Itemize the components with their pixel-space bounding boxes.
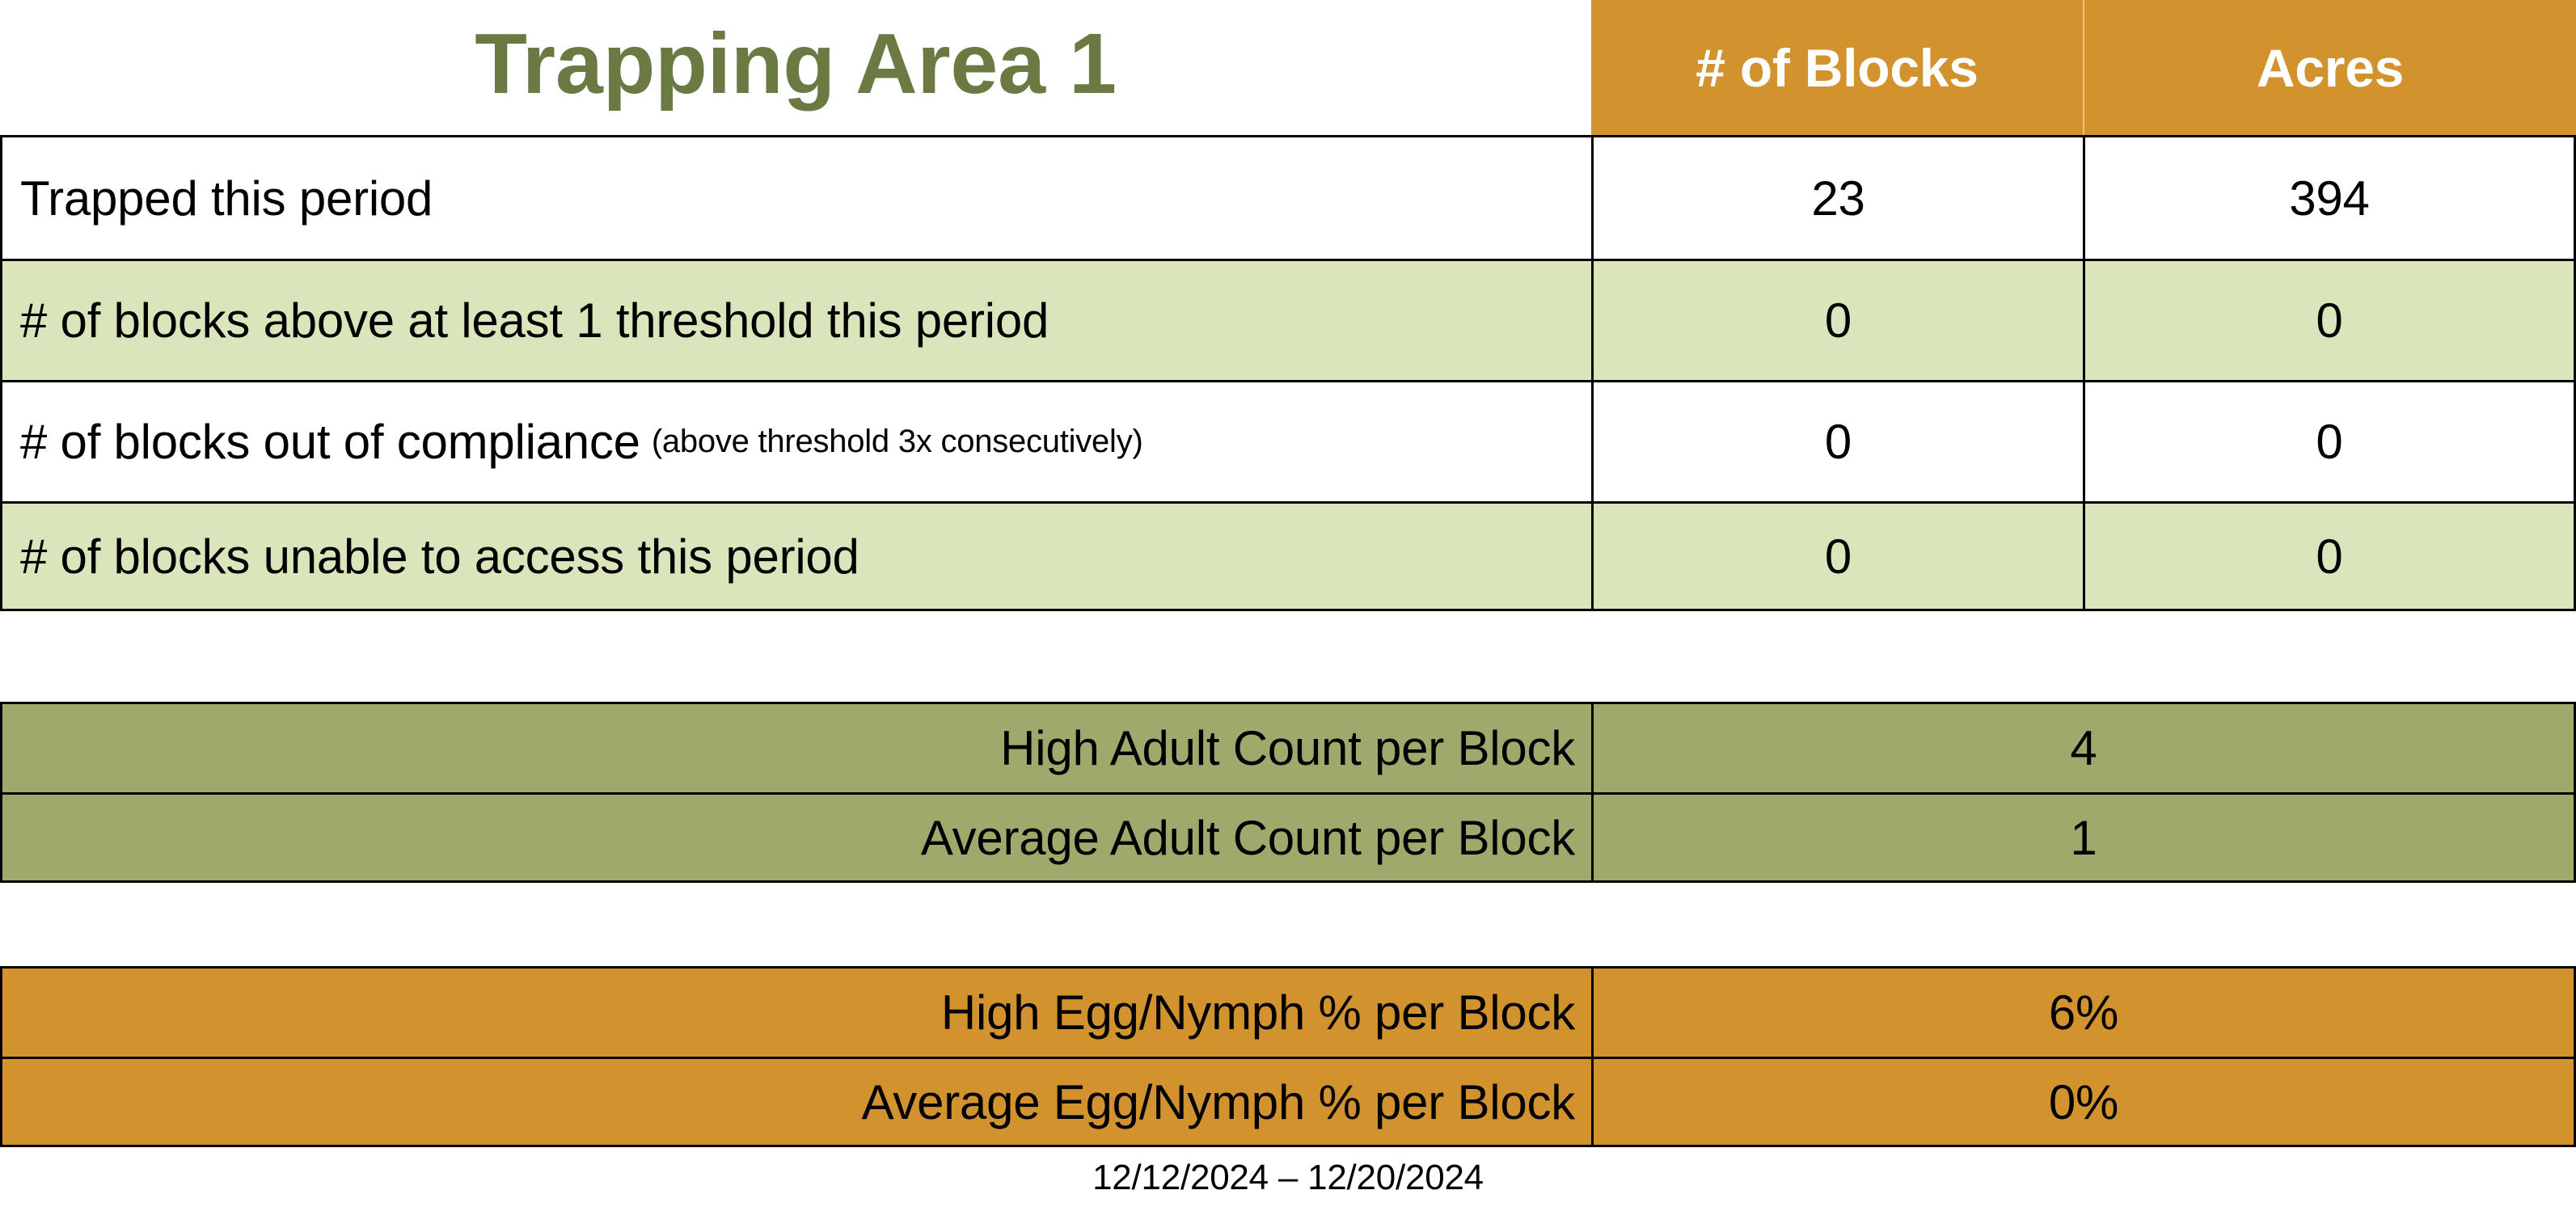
stat-label: Average Egg/Nymph % per Block [861,1074,1576,1129]
table-row: Trapped this period 23 394 [2,137,2574,259]
cell-acres-value: 0 [2083,261,2574,380]
table-row: Average Adult Count per Block 1 [2,792,2574,880]
table-row: # of blocks above at least 1 threshold t… [2,259,2574,380]
cell-blocks-value: 0 [1591,261,2083,380]
spacer [0,883,2576,966]
date-range: 12/12/2024 – 12/20/2024 [1092,1157,1484,1197]
adult-count-table: High Adult Count per Block 4 Average Adu… [0,702,2576,883]
stat-label: Average Adult Count per Block [920,810,1575,865]
stat-value: 6% [1591,969,2574,1057]
cell-blocks-value: 0 [1591,382,2083,501]
cell-acres-value: 0 [2083,382,2574,501]
stat-value: 0% [1591,1059,2574,1145]
report-title: Trapping Area 1 [475,16,1117,112]
table-row: # of blocks out of compliance (above thr… [2,380,2574,501]
cell-blocks-value: 0 [1591,504,2083,609]
row-label: Trapped this period [20,171,433,226]
title-cell: Trapping Area 1 [0,0,1591,135]
stat-value: 1 [1591,795,2574,880]
column-header-blocks: # of Blocks [1591,0,2083,135]
stat-value: 4 [1591,704,2574,792]
table-row: High Egg/Nymph % per Block 6% [2,969,2574,1057]
row-label: # of blocks above at least 1 threshold t… [20,293,1049,348]
cell-acres-value: 394 [2083,137,2574,259]
row-label-note: (above threshold 3x consecutively) [651,424,1143,459]
header-band: Trapping Area 1 # of Blocks Acres [0,0,2576,135]
row-label-cell: Trapped this period [2,137,1591,259]
stat-label: High Adult Count per Block [1000,721,1575,775]
row-label: # of blocks unable to access this period [20,529,859,584]
summary-table: Trapped this period 23 394 # of blocks a… [0,135,2576,611]
column-header-acres: Acres [2083,0,2576,135]
table-row: # of blocks unable to access this period… [2,501,2574,609]
table-row: Average Egg/Nymph % per Block 0% [2,1057,2574,1145]
row-label-cell: # of blocks above at least 1 threshold t… [2,261,1591,380]
cell-blocks-value: 23 [1591,137,2083,259]
stat-label: High Egg/Nymph % per Block [940,985,1575,1040]
row-label-cell: # of blocks out of compliance (above thr… [2,382,1591,501]
egg-nymph-table: High Egg/Nymph % per Block 6% Average Eg… [0,966,2576,1147]
row-label: # of blocks out of compliance [20,415,640,469]
spacer [0,611,2576,702]
cell-acres-value: 0 [2083,504,2574,609]
table-row: High Adult Count per Block 4 [2,704,2574,792]
row-label-cell: # of blocks unable to access this period [2,504,1591,609]
